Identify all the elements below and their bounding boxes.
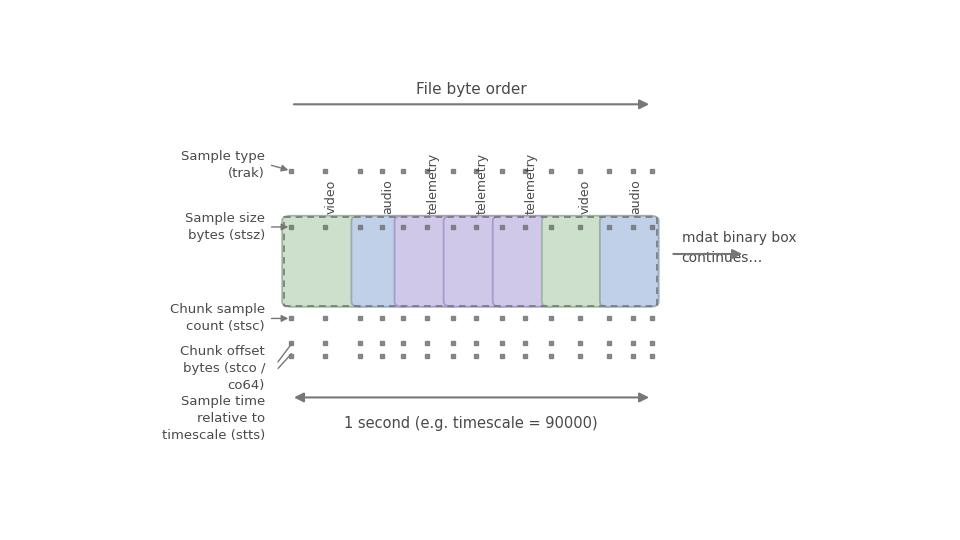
Text: telemetry: telemetry <box>427 153 440 214</box>
Text: Chunk offset
bytes (stco /
co64): Chunk offset bytes (stco / co64) <box>180 345 265 392</box>
Text: mdat binary box
continues…: mdat binary box continues… <box>682 231 797 265</box>
Text: telemetry: telemetry <box>476 153 489 214</box>
Text: 1 second (e.g. timescale = 90000): 1 second (e.g. timescale = 90000) <box>345 416 598 431</box>
FancyBboxPatch shape <box>282 216 367 307</box>
Text: File byte order: File byte order <box>417 82 527 97</box>
FancyBboxPatch shape <box>492 216 558 307</box>
Text: Sample time
relative to
timescale (stts): Sample time relative to timescale (stts) <box>162 395 265 442</box>
Text: Sample size
bytes (stsz): Sample size bytes (stsz) <box>185 212 265 242</box>
FancyBboxPatch shape <box>395 216 459 307</box>
Text: Sample type
(trak): Sample type (trak) <box>181 150 265 180</box>
FancyBboxPatch shape <box>541 216 615 307</box>
Text: Chunk sample
count (stsc): Chunk sample count (stsc) <box>170 303 265 333</box>
Text: audio: audio <box>381 180 394 214</box>
Text: audio: audio <box>629 180 642 214</box>
Text: video: video <box>324 180 338 214</box>
FancyBboxPatch shape <box>444 216 509 307</box>
Text: video: video <box>579 180 591 214</box>
FancyBboxPatch shape <box>600 216 659 307</box>
FancyBboxPatch shape <box>351 216 410 307</box>
Text: telemetry: telemetry <box>525 153 539 214</box>
